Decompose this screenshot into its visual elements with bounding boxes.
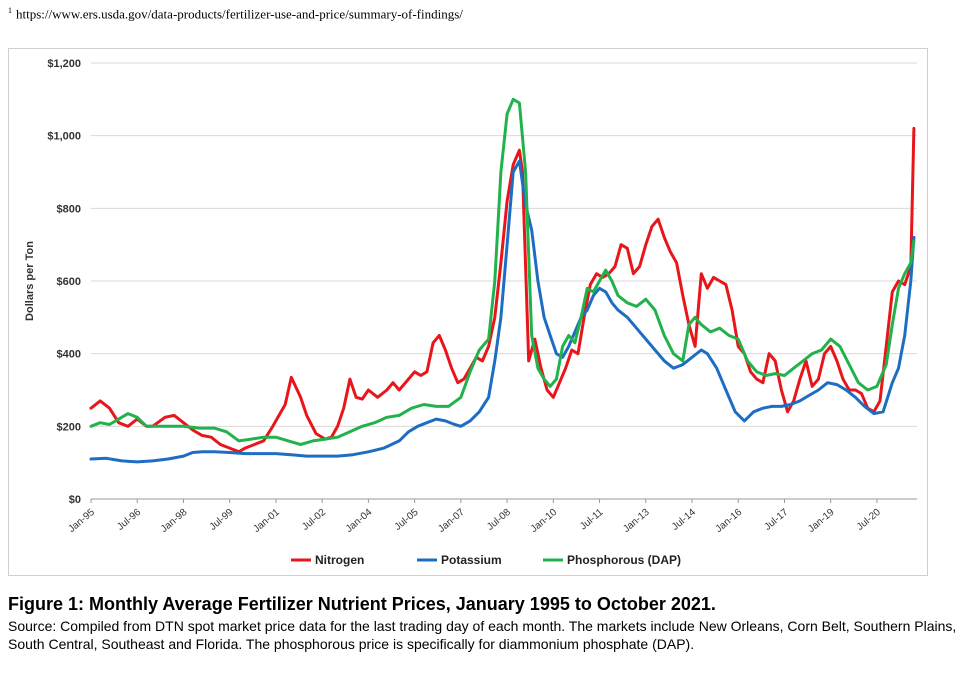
- x-tick-label: Jan-13: [621, 507, 652, 535]
- legend-label: Potassium: [441, 553, 502, 567]
- series-line-phosphorous-dap: [89, 97, 916, 446]
- y-tick-label: $0: [69, 494, 81, 506]
- x-tick-label: Jul-14: [670, 507, 698, 533]
- y-tick-label: $800: [57, 203, 81, 215]
- y-axis-label: Dollars per Ton: [24, 241, 36, 321]
- chart-frame: $0 $200 $400 $600 $800 $1,000 $1,200 Jan-95 Jul…: [8, 48, 928, 576]
- y-tick-label: $400: [57, 349, 81, 361]
- x-tick-label: Jul-20: [855, 507, 883, 533]
- x-tick-label: Jan-95: [66, 507, 97, 535]
- x-tick-label: Jan-04: [344, 507, 375, 535]
- x-tick-label: Jan-07: [436, 507, 467, 535]
- y-axis-ticks: $0 $200 $400 $600 $800 $1,000 $1,200: [47, 58, 81, 506]
- x-tick-label: Jan-19: [806, 507, 837, 535]
- footnote-url[interactable]: https://www.ers.usda.gov/data-products/f…: [16, 6, 463, 22]
- y-tick-label: $600: [57, 276, 81, 288]
- y-tick-label: $200: [57, 421, 81, 433]
- series-line-potassium: [89, 159, 916, 464]
- fertilizer-price-chart: $0 $200 $400 $600 $800 $1,000 $1,200 Jan-95 Jul…: [24, 58, 917, 567]
- x-tick-label: Jan-16: [714, 507, 745, 535]
- x-tick-label: Jul-05: [393, 507, 421, 533]
- legend-label: Phosphorous (DAP): [567, 553, 681, 567]
- x-tick-label: Jan-98: [159, 507, 190, 535]
- x-tick-label: Jul-99: [208, 507, 236, 533]
- series-lines: [89, 97, 916, 464]
- caption-source: Source: Compiled from DTN spot market pr…: [8, 618, 957, 652]
- x-tick-label: Jul-11: [578, 507, 606, 533]
- x-tick-label: Jul-96: [115, 507, 143, 533]
- x-axis-ticks: Jan-95 Jul-96 Jan-98 Jul-99 Jan-01 Jul-02 Jan-…: [66, 499, 883, 535]
- x-tick-label: Jul-17: [762, 507, 790, 533]
- footnote-marker: 1: [8, 6, 12, 15]
- x-tick-label: Jan-10: [529, 507, 560, 535]
- footnote: 1 https://www.ers.usda.gov/data-products/…: [8, 6, 463, 22]
- y-tick-label: $1,000: [47, 131, 81, 143]
- figure-caption: Figure 1: Monthly Average Fertilizer Nut…: [8, 594, 958, 653]
- y-tick-label: $1,200: [47, 58, 81, 70]
- x-tick-label: Jul-08: [485, 507, 513, 533]
- caption-title: Figure 1: Monthly Average Fertilizer Nut…: [8, 594, 716, 614]
- x-tick-label: Jan-01: [251, 507, 282, 535]
- legend: Nitrogen Potassium Phosphorous (DAP): [291, 553, 681, 567]
- legend-label: Nitrogen: [315, 553, 364, 567]
- x-tick-label: Jul-02: [300, 507, 328, 533]
